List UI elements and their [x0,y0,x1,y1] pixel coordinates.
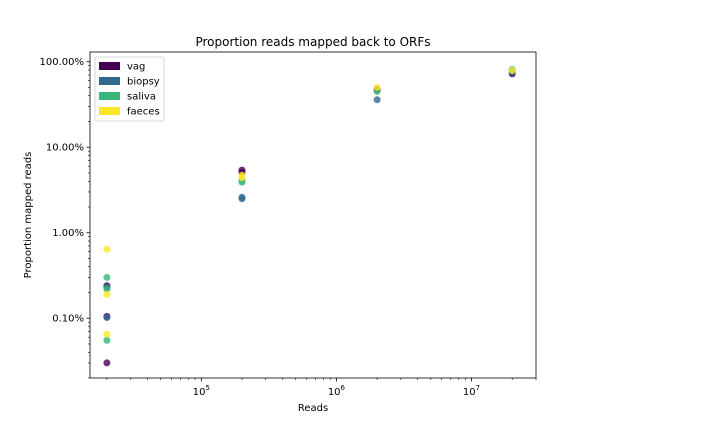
y-axis-label: Proportion mapped reads [23,152,34,279]
data-point-vag [103,359,111,367]
x-tick-label: 106 [328,384,346,398]
data-point-faeces [373,84,381,91]
y-tick-label: 1.00% [52,228,84,239]
data-point-faeces [103,330,111,338]
x-tick-label: 105 [193,384,210,398]
data-point-faeces [103,290,111,298]
data-point-faeces [508,67,516,74]
chart-title: Proportion reads mapped back to ORFs [195,35,430,49]
legend-label-saliva: saliva [127,92,156,103]
legend-box [94,56,165,122]
data-point-saliva [103,336,111,344]
legend-swatch-faeces [99,107,120,115]
data-point-saliva [103,285,111,293]
legend-swatch-vag [99,62,120,70]
legend-swatch-saliva [99,92,120,100]
legend-label-vag: vag [127,62,145,73]
x-tick-label: 107 [463,384,480,398]
points-layer [103,66,516,367]
data-point-faeces [103,245,111,253]
y-axis: 0.10% 1.00% 10.00% 100.00% [40,57,90,379]
legend-label-biopsy: biopsy [127,77,160,88]
legend-swatch-biopsy [99,77,120,85]
y-tick-label: 100.00% [40,57,85,68]
data-point-faeces [238,174,246,182]
x-axis: 105 106 107 [106,378,537,398]
data-point-biopsy [103,314,111,321]
y-tick-label: 0.10% [52,314,84,325]
y-tick-label: 10.00% [46,143,84,154]
legend: vag biopsy saliva faeces [94,56,165,122]
legend-label-faeces: faeces [127,107,160,118]
data-point-biopsy [238,195,246,203]
plot-frame [89,51,537,379]
x-axis-label: Reads [298,403,328,414]
data-point-biopsy [373,96,381,104]
data-point-saliva [103,273,111,281]
